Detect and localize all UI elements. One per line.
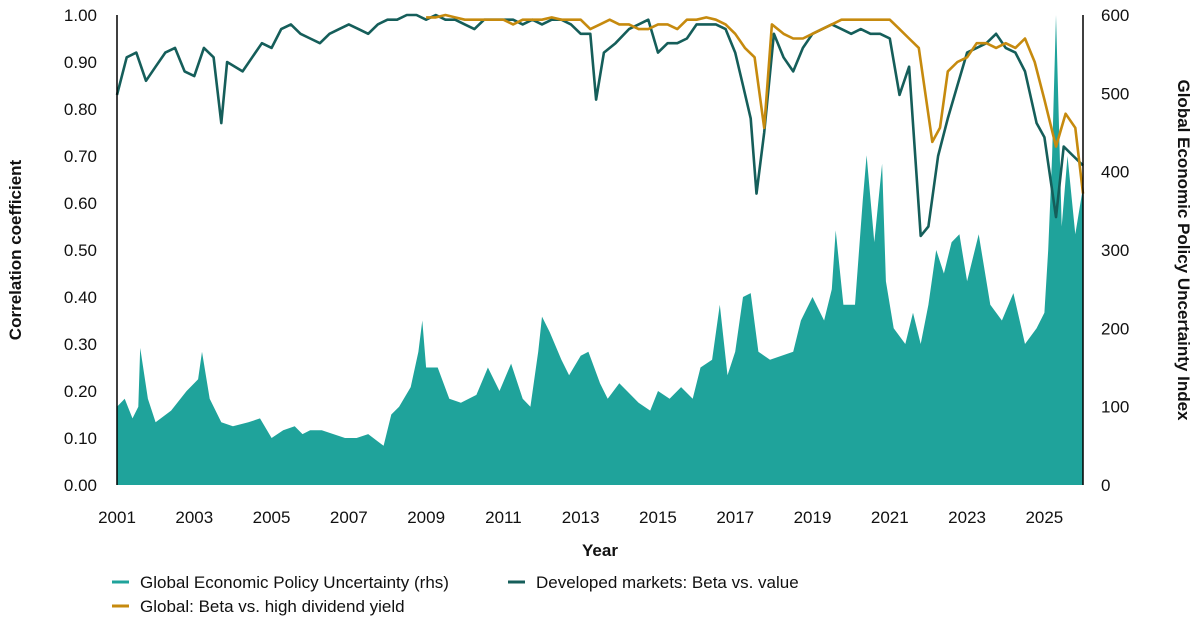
y2-tick-label: 200 bbox=[1101, 319, 1129, 338]
y-tick-label: 0.30 bbox=[64, 335, 97, 354]
y-tick-label: 1.00 bbox=[64, 6, 97, 25]
x-axis-ticks: 2001 2003 2005 2007 2009 2011 2013 2015 2017 2019… bbox=[98, 508, 1063, 527]
y2-axis-title: Global Economic Policy Uncertainty Index bbox=[1174, 79, 1193, 421]
y-tick-label: 0.60 bbox=[64, 194, 97, 213]
global-dividend-line bbox=[426, 13, 1085, 194]
correlation-lines-layer bbox=[115, 13, 1085, 238]
y-tick-label: 0.40 bbox=[64, 288, 97, 307]
x-tick-label: 2023 bbox=[948, 508, 986, 527]
legend-item-developed: Developed markets: Beta vs. value bbox=[508, 573, 799, 592]
legend-item-global: Global: Beta vs. high dividend yield bbox=[112, 597, 405, 616]
y-tick-label: 0.00 bbox=[64, 476, 97, 495]
legend-label-epu: Global Economic Policy Uncertainty (rhs) bbox=[140, 573, 449, 592]
y-tick-label: 0.80 bbox=[64, 100, 97, 119]
epu-area bbox=[117, 15, 1083, 485]
y2-tick-label: 600 bbox=[1101, 6, 1129, 25]
y-tick-label: 0.90 bbox=[64, 53, 97, 72]
x-tick-label: 2017 bbox=[716, 508, 754, 527]
y2-tick-label: 500 bbox=[1101, 84, 1129, 103]
x-tick-label: 2015 bbox=[639, 508, 677, 527]
x-tick-label: 2019 bbox=[794, 508, 832, 527]
y2-tick-label: 0 bbox=[1101, 476, 1110, 495]
left-axis-ticks: 0.00 0.10 0.20 0.30 0.40 0.50 0.60 0.70 0.80 0.90… bbox=[64, 6, 97, 495]
y2-tick-label: 300 bbox=[1101, 241, 1129, 260]
developed-markets-line bbox=[115, 13, 1084, 238]
x-tick-label: 2009 bbox=[407, 508, 445, 527]
y-tick-label: 0.50 bbox=[64, 241, 97, 260]
x-tick-label: 2025 bbox=[1025, 508, 1063, 527]
x-tick-label: 2013 bbox=[562, 508, 600, 527]
x-tick-label: 2003 bbox=[175, 508, 213, 527]
x-tick-label: 2001 bbox=[98, 508, 136, 527]
y-tick-label: 0.20 bbox=[64, 382, 97, 401]
epu-area-layer bbox=[117, 15, 1083, 485]
y2-tick-label: 400 bbox=[1101, 163, 1129, 182]
x-axis-title: Year bbox=[582, 541, 618, 560]
legend-label-developed: Developed markets: Beta vs. value bbox=[536, 573, 799, 592]
y-tick-label: 0.10 bbox=[64, 429, 97, 448]
legend: Global Economic Policy Uncertainty (rhs)… bbox=[112, 573, 799, 616]
x-tick-label: 2007 bbox=[330, 508, 368, 527]
legend-item-epu: Global Economic Policy Uncertainty (rhs) bbox=[112, 573, 449, 592]
x-tick-label: 2021 bbox=[871, 508, 909, 527]
y-axis-title: Correlation coefficient bbox=[6, 159, 25, 340]
y2-tick-label: 100 bbox=[1101, 398, 1129, 417]
y-tick-label: 0.70 bbox=[64, 147, 97, 166]
right-axis-ticks: 0 100 200 300 400 500 600 bbox=[1101, 6, 1129, 495]
x-tick-label: 2011 bbox=[485, 508, 522, 527]
legend-label-global: Global: Beta vs. high dividend yield bbox=[140, 597, 405, 616]
x-tick-label: 2005 bbox=[253, 508, 291, 527]
